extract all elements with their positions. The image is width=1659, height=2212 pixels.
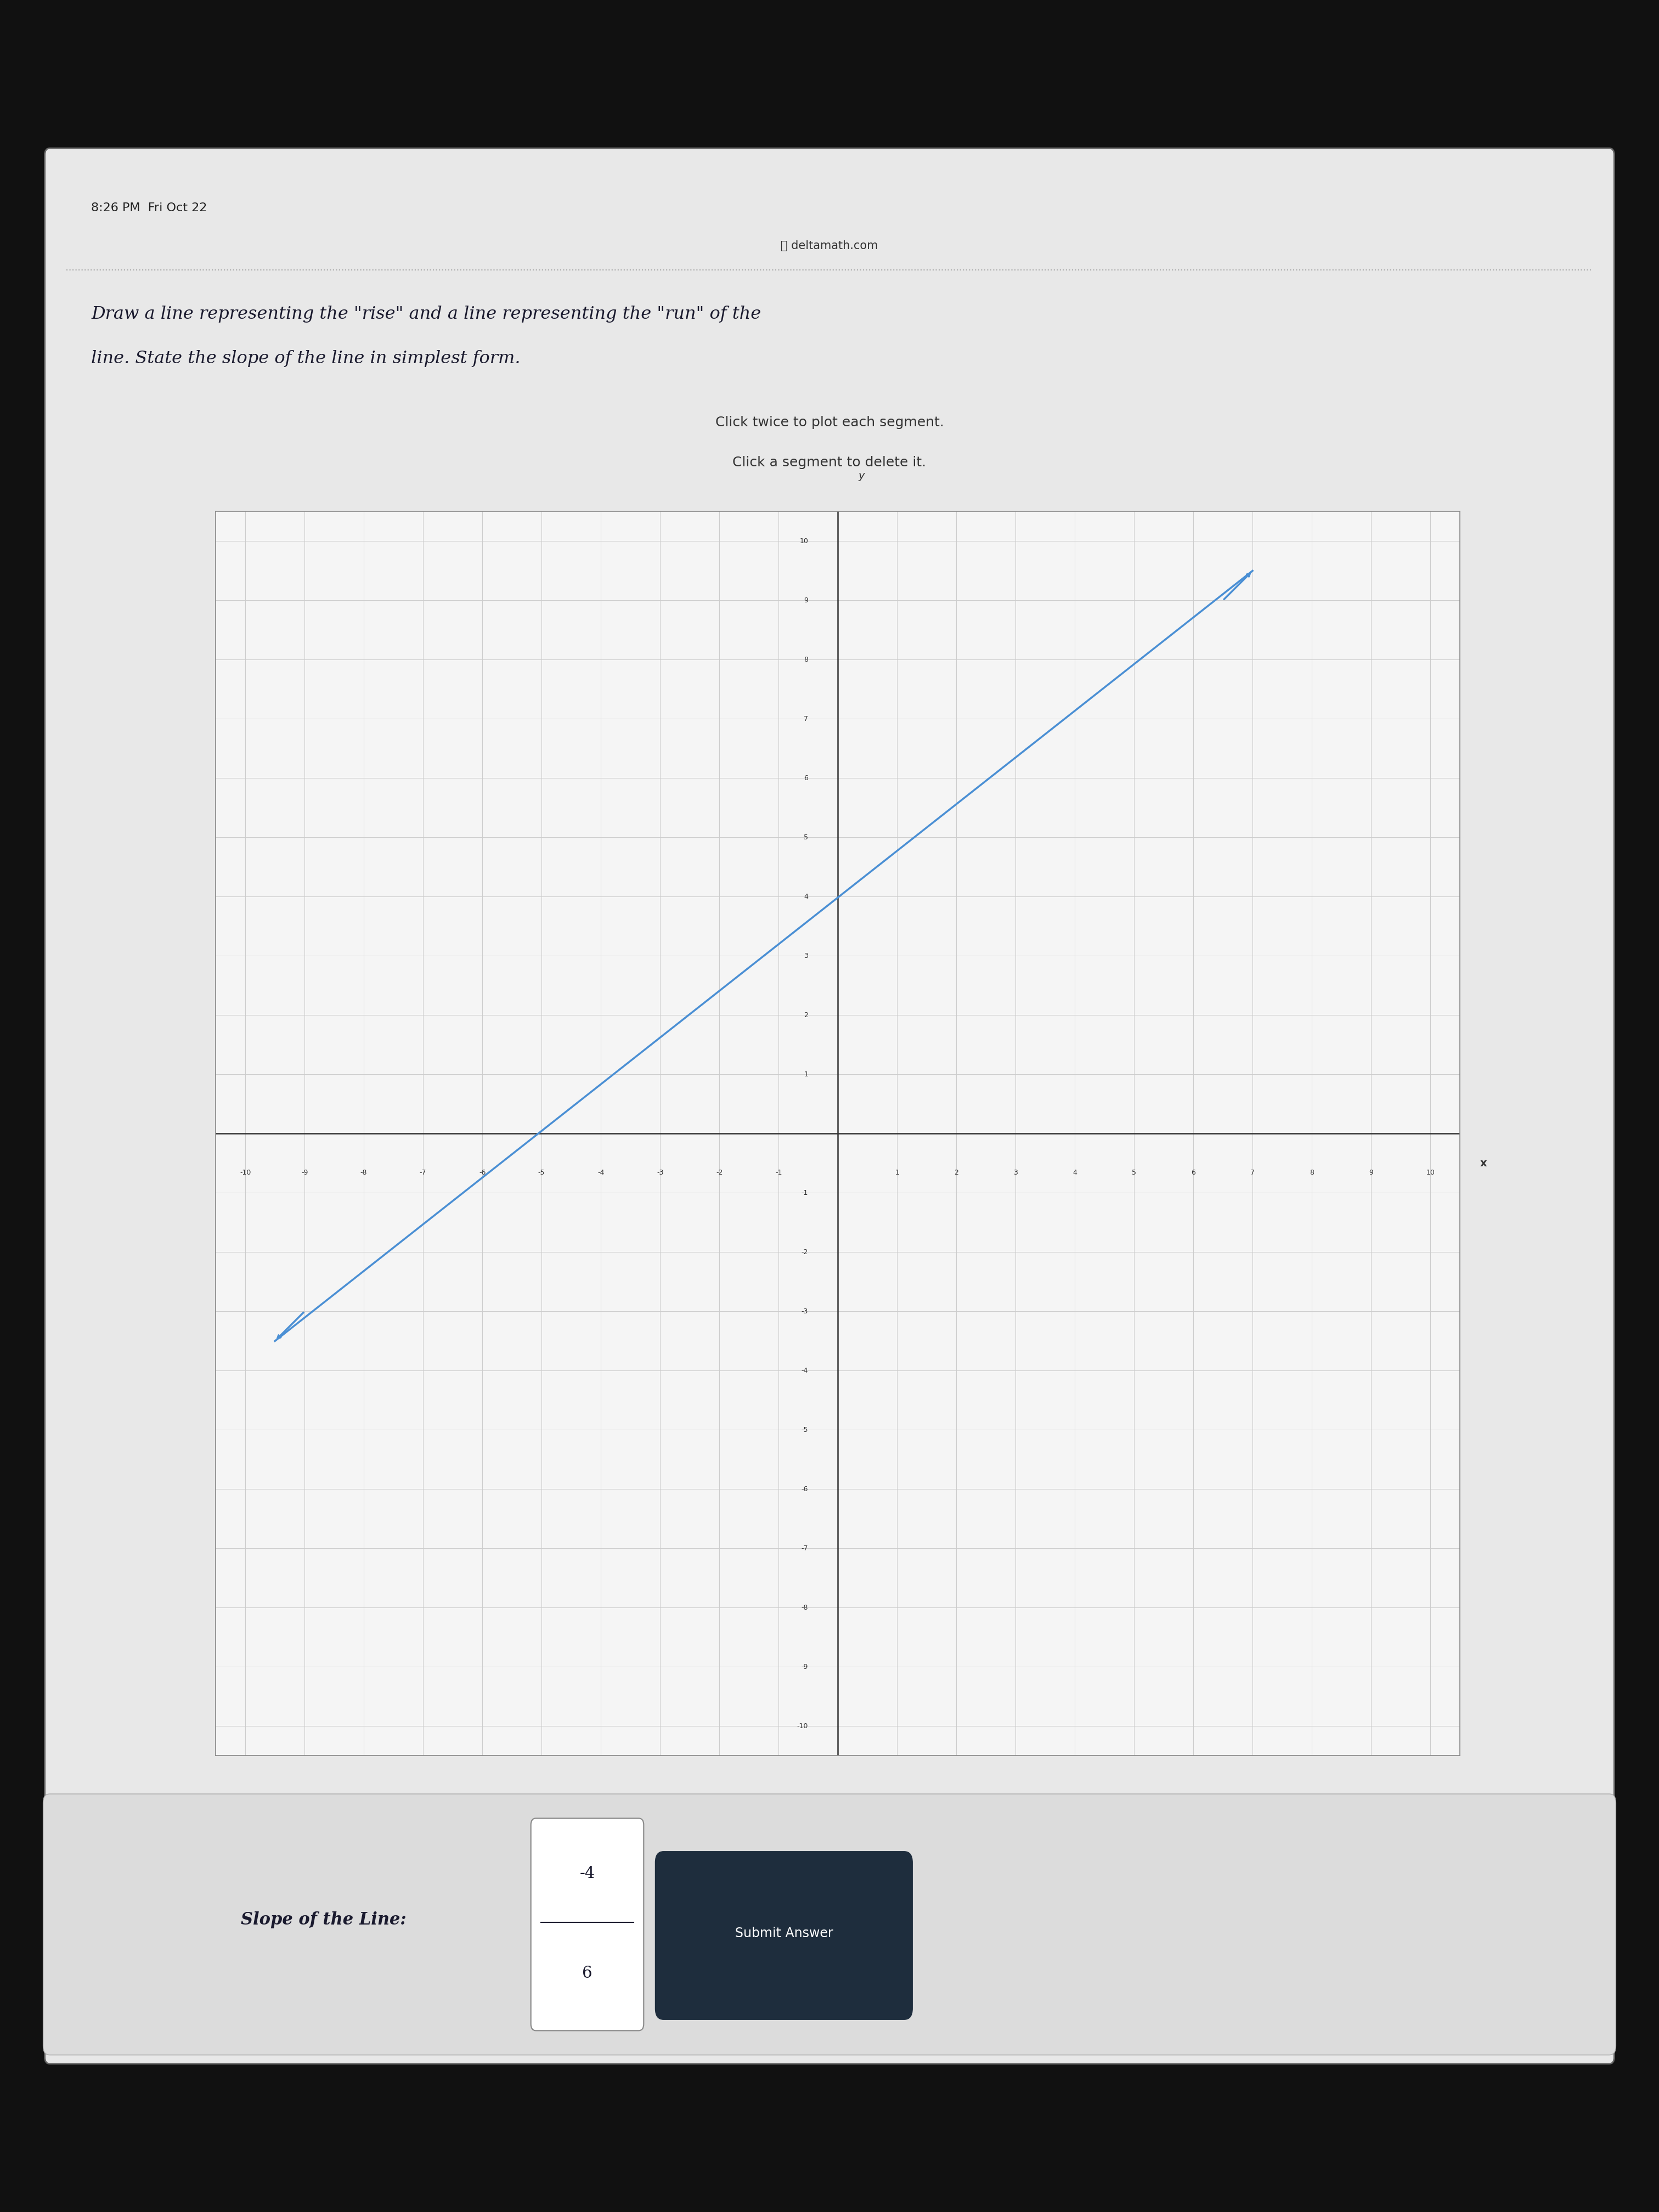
Text: 1: 1 [894, 1170, 899, 1177]
Text: -1: -1 [801, 1190, 808, 1197]
FancyBboxPatch shape [531, 1818, 644, 2031]
Text: 8:26 PM  Fri Oct 22: 8:26 PM Fri Oct 22 [91, 204, 207, 212]
Text: x: x [1480, 1159, 1486, 1168]
Text: Submit Answer: Submit Answer [735, 1927, 833, 1940]
Text: -3: -3 [657, 1170, 664, 1177]
Text: 8: 8 [1309, 1170, 1314, 1177]
Text: Click twice to plot each segment.: Click twice to plot each segment. [715, 416, 944, 429]
Text: 9: 9 [1369, 1170, 1374, 1177]
Text: 9: 9 [805, 597, 808, 604]
Text: y: y [858, 471, 864, 482]
Text: -7: -7 [420, 1170, 426, 1177]
Text: 🔒 deltamath.com: 🔒 deltamath.com [781, 241, 878, 250]
Text: -2: -2 [801, 1248, 808, 1256]
Text: -9: -9 [801, 1663, 808, 1670]
Text: -8: -8 [360, 1170, 367, 1177]
Text: -4: -4 [597, 1170, 604, 1177]
Text: -5: -5 [801, 1427, 808, 1433]
Text: Click a segment to delete it.: Click a segment to delete it. [733, 456, 926, 469]
Text: 1: 1 [805, 1071, 808, 1077]
Text: -6: -6 [801, 1486, 808, 1493]
FancyBboxPatch shape [45, 148, 1614, 2064]
Text: Slope of the Line:: Slope of the Line: [241, 1911, 406, 1929]
Text: 8: 8 [803, 657, 808, 664]
Text: -7: -7 [801, 1544, 808, 1553]
Text: Draw a line representing the "rise" and a line representing the "run" of the: Draw a line representing the "rise" and … [91, 305, 761, 323]
Text: 7: 7 [803, 714, 808, 723]
Text: 10: 10 [800, 538, 808, 544]
Text: -2: -2 [717, 1170, 723, 1177]
Text: 2: 2 [954, 1170, 959, 1177]
Text: 3: 3 [805, 953, 808, 960]
Text: -10: -10 [239, 1170, 251, 1177]
Text: 4: 4 [805, 894, 808, 900]
Text: -6: -6 [479, 1170, 486, 1177]
Text: -4: -4 [801, 1367, 808, 1374]
Text: -4: -4 [579, 1867, 596, 1880]
FancyBboxPatch shape [43, 1794, 1616, 2055]
Text: 7: 7 [1251, 1170, 1254, 1177]
Text: 6: 6 [582, 1966, 592, 1980]
Text: -8: -8 [801, 1604, 808, 1610]
Text: 6: 6 [1191, 1170, 1196, 1177]
Text: 2: 2 [805, 1011, 808, 1020]
Text: 6: 6 [805, 774, 808, 781]
FancyBboxPatch shape [655, 1851, 912, 2020]
Text: 5: 5 [1131, 1170, 1136, 1177]
Text: -5: -5 [538, 1170, 544, 1177]
Text: line. State the slope of the line in simplest form.: line. State the slope of the line in sim… [91, 349, 521, 367]
Text: -1: -1 [775, 1170, 781, 1177]
Text: -9: -9 [302, 1170, 309, 1177]
Text: 4: 4 [1073, 1170, 1077, 1177]
Text: 3: 3 [1014, 1170, 1017, 1177]
Text: 10: 10 [1427, 1170, 1435, 1177]
Text: -3: -3 [801, 1307, 808, 1314]
Text: -10: -10 [796, 1723, 808, 1730]
Text: 5: 5 [803, 834, 808, 841]
